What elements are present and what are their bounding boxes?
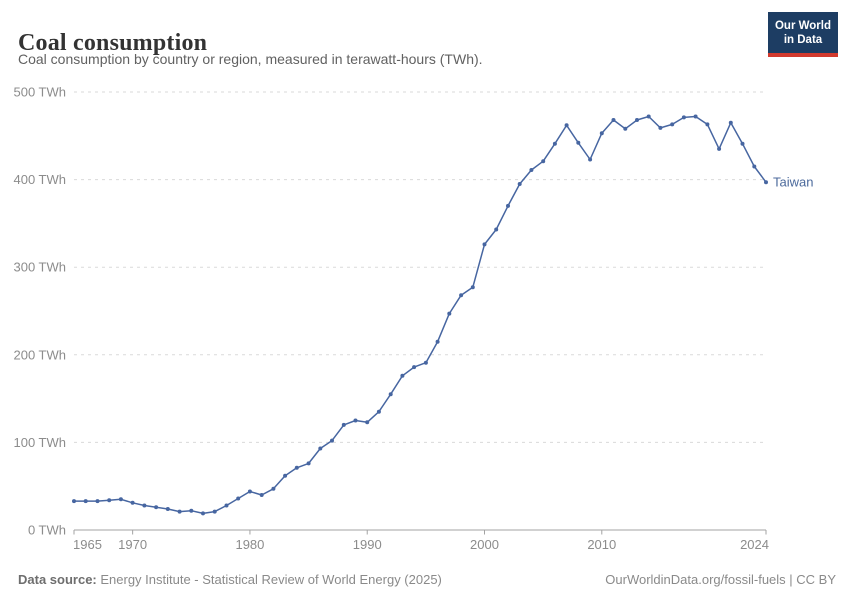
data-point[interactable] — [435, 339, 440, 344]
data-point[interactable] — [247, 489, 252, 494]
x-axis-tick-label: 1990 — [353, 537, 382, 552]
data-point[interactable] — [646, 114, 651, 119]
data-point[interactable] — [306, 461, 311, 466]
data-point[interactable] — [459, 293, 464, 298]
data-point[interactable] — [576, 140, 581, 145]
data-point[interactable] — [154, 505, 159, 510]
data-point[interactable] — [165, 507, 170, 511]
data-point[interactable] — [635, 118, 639, 122]
data-point[interactable] — [564, 123, 569, 128]
data-point[interactable] — [541, 159, 546, 164]
x-axis-tick-label: 1980 — [235, 537, 264, 552]
data-point[interactable] — [189, 508, 194, 513]
data-source-value: Energy Institute - Statistical Review of… — [96, 572, 442, 587]
data-point[interactable] — [670, 122, 675, 127]
data-point[interactable] — [259, 493, 264, 497]
data-point[interactable] — [330, 438, 334, 443]
y-axis-tick-label: 300 TWh — [13, 260, 66, 275]
data-point[interactable] — [130, 500, 135, 505]
y-axis-tick-label: 0 TWh — [28, 523, 66, 538]
data-point[interactable] — [72, 499, 76, 504]
data-source-text: Data source: Energy Institute - Statisti… — [18, 572, 442, 587]
y-axis-tick-label: 400 TWh — [13, 172, 66, 187]
data-point[interactable] — [142, 503, 147, 508]
series-end-label[interactable]: Taiwan — [773, 175, 813, 190]
data-point[interactable] — [107, 498, 112, 503]
data-line-taiwan[interactable] — [73, 115, 767, 515]
x-axis-tick-label: 2000 — [470, 537, 499, 552]
data-point[interactable] — [423, 360, 428, 365]
data-point[interactable] — [506, 203, 510, 208]
data-point[interactable] — [717, 146, 722, 151]
page-title: Coal consumption — [18, 30, 208, 57]
data-point[interactable] — [588, 157, 593, 162]
data-point[interactable] — [752, 164, 757, 169]
data-point[interactable] — [236, 496, 241, 501]
y-axis-tick-label: 200 TWh — [13, 347, 66, 362]
data-point[interactable] — [212, 509, 217, 514]
x-axis-tick-label: 1970 — [118, 537, 147, 552]
data-point[interactable] — [470, 285, 475, 290]
data-point[interactable] — [400, 373, 405, 378]
data-point[interactable] — [294, 465, 299, 470]
data-point[interactable] — [318, 446, 323, 451]
data-point[interactable] — [271, 486, 276, 491]
data-point[interactable] — [681, 115, 686, 120]
y-axis-tick-label: 100 TWh — [13, 435, 66, 450]
data-point[interactable] — [623, 126, 628, 131]
data-point[interactable] — [494, 227, 499, 232]
data-point[interactable] — [388, 392, 393, 397]
data-point[interactable] — [517, 182, 522, 186]
data-point[interactable] — [412, 365, 417, 370]
data-point[interactable] — [658, 125, 663, 130]
y-axis-tick-label: 500 TWh — [13, 85, 66, 100]
x-axis-tick-label: 2010 — [587, 537, 616, 552]
owid-logo[interactable]: Our World in Data — [768, 12, 838, 57]
data-point[interactable] — [283, 473, 288, 478]
data-point[interactable] — [599, 131, 604, 136]
data-point[interactable] — [201, 511, 205, 516]
data-point[interactable] — [118, 497, 123, 502]
owid-logo-line1: Our World — [774, 20, 831, 32]
data-point[interactable] — [447, 311, 452, 316]
data-point[interactable] — [83, 499, 88, 504]
data-point[interactable] — [482, 242, 487, 247]
data-point[interactable] — [177, 509, 182, 514]
data-point[interactable] — [611, 118, 616, 122]
data-source-label: Data source: — [18, 572, 97, 587]
chart-footer: Data source: Energy Institute - Statisti… — [18, 572, 836, 587]
data-point[interactable] — [341, 422, 346, 427]
owid-logo-line2: in Data — [783, 34, 823, 46]
owid-citation-link[interactable]: OurWorldinData.org/fossil-fuels | CC BY — [605, 572, 836, 587]
data-point[interactable] — [728, 120, 733, 125]
page-subtitle: Coal consumption by country or region, m… — [18, 51, 483, 67]
data-point[interactable] — [376, 409, 381, 414]
x-axis-tick-label: 2024 — [740, 537, 769, 552]
data-point[interactable] — [224, 503, 229, 508]
data-point[interactable] — [705, 122, 710, 127]
data-point[interactable] — [365, 420, 370, 425]
data-point[interactable] — [552, 141, 557, 146]
data-point[interactable] — [693, 114, 698, 119]
data-point[interactable] — [95, 499, 100, 504]
data-point[interactable] — [353, 418, 358, 423]
data-point[interactable] — [529, 168, 534, 172]
data-point[interactable] — [740, 141, 745, 146]
data-point[interactable] — [764, 180, 768, 185]
x-axis-tick-label: 1965 — [73, 537, 102, 552]
